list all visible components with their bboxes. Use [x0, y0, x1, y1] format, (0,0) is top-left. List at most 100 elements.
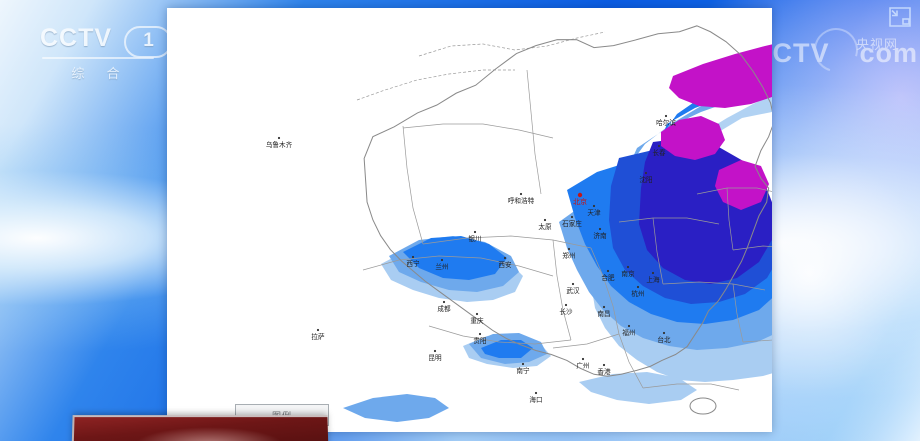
cooling-band-over16 — [661, 44, 772, 210]
city-name: 武汉 — [566, 286, 580, 295]
city-marker — [478, 332, 482, 336]
city-marker — [442, 300, 446, 304]
city-name: 兰州 — [435, 262, 448, 271]
lower-third-glow — [133, 427, 285, 441]
city-name: 沈阳 — [639, 175, 652, 184]
city-name: 上海 — [646, 275, 660, 284]
city-label: 北京 — [573, 192, 587, 206]
city-label: 兰州 — [435, 258, 449, 271]
city-name: 长春 — [652, 148, 666, 157]
city-marker — [475, 312, 479, 316]
city-name: 拉萨 — [311, 332, 325, 341]
cooling-band-layer — [343, 44, 772, 422]
city-marker — [543, 218, 547, 222]
city-marker — [627, 324, 631, 328]
city-marker — [644, 171, 648, 175]
city-label: 海口 — [529, 391, 543, 404]
city-marker — [411, 255, 415, 259]
city-label: 贵阳 — [473, 332, 487, 345]
city-label: 济南 — [593, 227, 607, 240]
city-marker — [602, 305, 606, 309]
city-name: 石家庄 — [562, 219, 582, 228]
city-label: 南宁 — [516, 362, 530, 375]
city-marker — [571, 282, 575, 286]
channel-bug-capsule — [124, 26, 172, 58]
city-marker — [521, 362, 525, 366]
channel-bug-underline — [42, 57, 154, 59]
city-name: 广州 — [576, 361, 589, 370]
city-name: 北京 — [573, 197, 587, 206]
city-name: 福州 — [622, 328, 635, 337]
city-marker — [277, 136, 281, 140]
city-label: 昆明 — [428, 349, 442, 362]
city-marker — [570, 215, 574, 219]
city-marker — [519, 192, 523, 196]
city-name: 长沙 — [559, 307, 573, 316]
city-name: 郑州 — [562, 252, 575, 260]
city-name: 成都 — [437, 304, 451, 313]
city-label: 成都 — [437, 300, 451, 313]
city-label: 太原 — [538, 218, 552, 231]
city-marker — [581, 357, 585, 361]
city-name: 呼和浩特 — [508, 196, 535, 205]
city-label: 南昌 — [597, 305, 611, 318]
city-marker — [567, 247, 571, 251]
city-label: 西安 — [498, 256, 512, 269]
city-label: 乌鲁木齐 — [266, 136, 293, 149]
city-label: 香港 — [597, 363, 611, 376]
province-boundaries — [356, 31, 772, 391]
city-marker — [657, 144, 661, 148]
city-label: 南京 — [621, 265, 635, 278]
channel-subtitle: 综 合 — [71, 67, 129, 82]
cctv1-channel-logo: CCTV 1 综 合 — [40, 24, 172, 82]
city-label: 沈阳 — [639, 171, 653, 184]
city-marker — [636, 285, 640, 289]
city-marker — [440, 258, 444, 262]
city-name: 西宁 — [406, 259, 420, 268]
city-name: 南宁 — [516, 366, 530, 375]
city-name: 台北 — [657, 335, 671, 344]
city-name: 贵阳 — [473, 336, 486, 345]
city-marker — [651, 271, 655, 275]
city-marker — [598, 227, 602, 231]
city-label: 哈尔滨 — [656, 114, 676, 127]
city-marker — [534, 391, 538, 395]
city-label: 拉萨 — [311, 328, 325, 341]
city-label: 郑州 — [562, 247, 576, 260]
city-marker — [662, 331, 666, 335]
city-label: 武汉 — [566, 282, 580, 295]
cctv-com-watermark: CCTV com 央视网 — [752, 20, 919, 80]
city-name: 哈尔滨 — [656, 118, 676, 127]
china-outline — [363, 25, 772, 415]
city-marker — [602, 363, 606, 367]
city-name: 南昌 — [597, 309, 610, 318]
city-label: 广州 — [576, 357, 590, 370]
city-marker — [564, 303, 568, 307]
weather-map-panel: 全国降温预报图 11月30日14时—12月4日08时 中央气象台 — [167, 8, 772, 432]
city-label: 长沙 — [559, 303, 573, 316]
city-marker — [503, 256, 507, 260]
channel-name: CCTV — [40, 24, 113, 52]
city-name: 重庆 — [470, 316, 484, 325]
city-label: 西宁 — [406, 255, 420, 268]
city-marker — [606, 269, 610, 273]
city-marker — [664, 114, 668, 118]
watermark-domain: com — [859, 38, 919, 68]
city-label: 台北 — [657, 331, 671, 344]
city-name: 乌鲁木齐 — [266, 140, 293, 149]
city-name: 昆明 — [428, 354, 442, 362]
city-name: 西安 — [498, 260, 512, 269]
restore-down-icon[interactable] — [886, 5, 914, 29]
city-marker — [592, 204, 596, 208]
city-name: 天津 — [587, 209, 601, 217]
city-name: 合肥 — [601, 273, 615, 282]
city-name: 南京 — [621, 269, 635, 278]
lower-third-graphic — [71, 415, 329, 441]
city-marker — [626, 265, 630, 269]
city-marker — [433, 349, 437, 353]
city-label: 杭州 — [631, 285, 645, 298]
city-name: 太原 — [538, 222, 552, 231]
